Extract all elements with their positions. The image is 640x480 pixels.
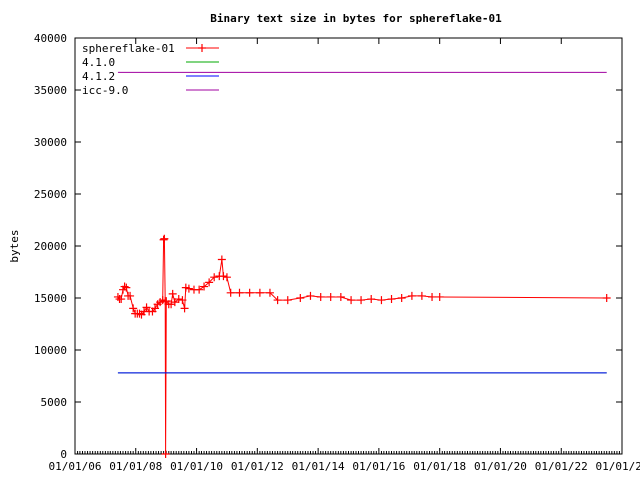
data-point <box>151 304 160 313</box>
data-point <box>180 304 189 313</box>
data-point <box>168 289 177 298</box>
x-tick-label: 01/01/08 <box>109 460 162 473</box>
legend-label: icc-9.0 <box>82 84 128 97</box>
y-axis: 0 5000 10000 15000 20000 25000 30000 35000 40000 <box>34 32 622 461</box>
x-tick-label: 01/01/20 <box>474 460 527 473</box>
data-point <box>126 291 135 300</box>
data-point <box>377 296 386 305</box>
y-tick-label: 10000 <box>34 344 67 357</box>
data-point <box>387 295 396 304</box>
data-point <box>306 291 315 300</box>
data-point <box>255 288 264 297</box>
data-point <box>222 273 231 282</box>
data-point <box>235 288 244 297</box>
y-tick-label: 0 <box>60 448 67 461</box>
data-point <box>336 292 345 301</box>
x-tick-label: 01/01/18 <box>413 460 466 473</box>
data-point <box>417 291 426 300</box>
data-point <box>161 450 170 458</box>
data-point <box>602 294 611 302</box>
data-point <box>265 288 274 297</box>
y-tick-label: 35000 <box>34 84 67 97</box>
x-tick-label: 01/01/16 <box>352 460 405 473</box>
y-tick-label: 20000 <box>34 240 67 253</box>
data-point <box>407 291 416 300</box>
chart-title: Binary text size in bytes for sphereflak… <box>210 12 502 25</box>
x-tick-label: 01/01/24 <box>596 460 640 473</box>
data-point <box>219 272 228 281</box>
data-point <box>174 295 183 304</box>
data-point <box>226 288 235 297</box>
y-tick-label: 30000 <box>34 136 67 149</box>
data-point <box>435 292 444 301</box>
data-point <box>117 295 126 304</box>
legend-label: sphereflake-01 <box>82 42 175 55</box>
data-point <box>142 303 151 312</box>
data-point <box>120 282 129 291</box>
x-tick-label: 01/01/06 <box>49 460 102 473</box>
data-point <box>347 296 356 305</box>
plot-frame <box>74 37 623 455</box>
data-point <box>357 296 366 305</box>
data-point <box>316 292 325 301</box>
y-axis-label: bytes <box>8 229 21 262</box>
x-tick-label: 01/01/12 <box>231 460 284 473</box>
data-point <box>200 282 209 291</box>
data-point <box>273 296 282 305</box>
data-point <box>205 278 214 287</box>
legend-marker <box>198 44 206 52</box>
x-tick-label: 01/01/14 <box>292 460 345 473</box>
y-tick-label: 15000 <box>34 292 67 305</box>
data-point <box>217 255 226 264</box>
legend-label: 4.1.2 <box>82 70 115 83</box>
data-point <box>129 304 138 313</box>
data-point <box>245 288 254 297</box>
data-point <box>178 296 187 305</box>
data-point <box>397 294 406 302</box>
data-point <box>135 309 144 318</box>
data-point <box>283 296 292 305</box>
data-point <box>296 294 305 302</box>
data-point <box>326 292 335 301</box>
data-point <box>160 234 169 243</box>
series-layer <box>113 71 611 458</box>
y-tick-label: 25000 <box>34 188 67 201</box>
series-line-sphereflake-01 <box>117 237 607 455</box>
x-tick-label: 01/01/22 <box>535 460 588 473</box>
x-axis: 01/01/06 01/01/08 01/01/10 01/01/12 01/01/14… <box>49 38 640 473</box>
data-point <box>159 235 168 244</box>
data-point <box>184 284 193 293</box>
data-point <box>210 273 219 282</box>
data-point <box>428 292 437 301</box>
y-tick-label: 40000 <box>34 32 67 45</box>
x-tick-label: 01/01/10 <box>170 460 223 473</box>
data-point <box>195 285 204 294</box>
data-point <box>367 295 376 304</box>
data-point <box>122 283 131 292</box>
y-tick-label: 5000 <box>41 396 68 409</box>
legend-label: 4.1.0 <box>82 56 115 69</box>
